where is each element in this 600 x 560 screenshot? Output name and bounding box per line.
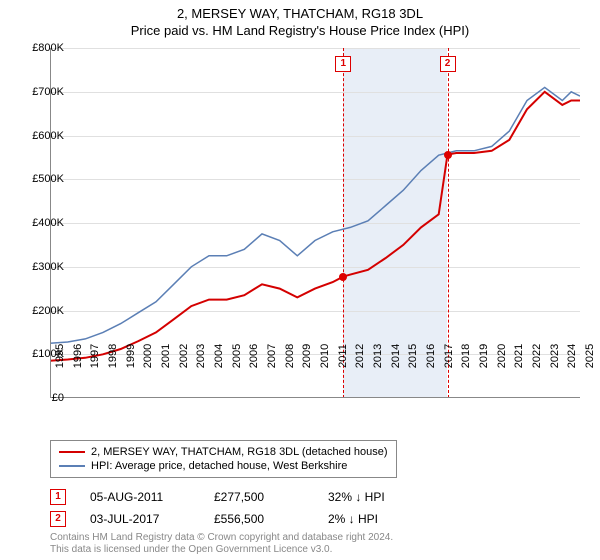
y-tick-label: £400K <box>32 217 64 229</box>
y-tick-label: £800K <box>32 42 64 54</box>
x-tick-label: 2012 <box>354 344 366 368</box>
sale-price: £277,500 <box>214 490 304 504</box>
y-tick-label: £600K <box>32 130 64 142</box>
y-tick-label: £500K <box>32 173 64 185</box>
x-tick-label: 1998 <box>107 344 119 368</box>
x-tick-label: 1997 <box>89 344 101 368</box>
x-tick-label: 1995 <box>54 344 66 368</box>
x-tick-label: 2000 <box>142 344 154 368</box>
sale-date: 05-AUG-2011 <box>90 490 190 504</box>
legend-item: 2, MERSEY WAY, THATCHAM, RG18 3DL (detac… <box>59 445 388 459</box>
footer-line-1: Contains HM Land Registry data © Crown c… <box>50 532 393 544</box>
y-tick-label: £0 <box>52 392 64 404</box>
x-tick-label: 2003 <box>195 344 207 368</box>
sales-table: 1 05-AUG-2011 £277,500 32% ↓ HPI 2 03-JUL-201… <box>50 486 385 530</box>
x-tick-label: 2007 <box>266 344 278 368</box>
x-tick-label: 2022 <box>531 344 543 368</box>
x-tick-label: 2008 <box>284 344 296 368</box>
x-tick-label: 1999 <box>125 344 137 368</box>
x-tick-label: 2021 <box>513 344 525 368</box>
legend-item: HPI: Average price, detached house, West… <box>59 459 388 473</box>
x-tick-label: 2013 <box>372 344 384 368</box>
x-tick-label: 2009 <box>301 344 313 368</box>
legend-swatch <box>59 465 85 467</box>
sale-diff: 32% ↓ HPI <box>328 490 385 504</box>
chart-title: 2, MERSEY WAY, THATCHAM, RG18 3DL <box>0 0 600 21</box>
x-tick-label: 2016 <box>425 344 437 368</box>
legend-label: HPI: Average price, detached house, West… <box>91 460 347 472</box>
x-tick-label: 2002 <box>178 344 190 368</box>
sale-marker: 2 <box>50 511 66 527</box>
x-tick-label: 2005 <box>231 344 243 368</box>
sale-row: 2 03-JUL-2017 £556,500 2% ↓ HPI <box>50 508 385 530</box>
x-tick-label: 2024 <box>566 344 578 368</box>
x-tick-label: 2018 <box>460 344 472 368</box>
x-tick-label: 2020 <box>496 344 508 368</box>
x-tick-label: 2023 <box>549 344 561 368</box>
sale-marker: 1 <box>50 489 66 505</box>
sale-diff: 2% ↓ HPI <box>328 512 378 526</box>
chart-subtitle: Price paid vs. HM Land Registry's House … <box>0 21 600 38</box>
y-tick-label: £700K <box>32 86 64 98</box>
sale-row: 1 05-AUG-2011 £277,500 32% ↓ HPI <box>50 486 385 508</box>
x-tick-label: 2006 <box>248 344 260 368</box>
footer-attribution: Contains HM Land Registry data © Crown c… <box>50 532 393 556</box>
legend-swatch <box>59 451 85 453</box>
x-tick-label: 2017 <box>443 344 455 368</box>
y-tick-label: £200K <box>32 305 64 317</box>
y-tick-label: £300K <box>32 261 64 273</box>
sale-date: 03-JUL-2017 <box>90 512 190 526</box>
legend-label: 2, MERSEY WAY, THATCHAM, RG18 3DL (detac… <box>91 446 388 458</box>
legend: 2, MERSEY WAY, THATCHAM, RG18 3DL (detac… <box>50 440 397 478</box>
sale-price: £556,500 <box>214 512 304 526</box>
x-tick-label: 2015 <box>407 344 419 368</box>
x-tick-label: 1996 <box>72 344 84 368</box>
x-tick-label: 2014 <box>390 344 402 368</box>
x-tick-label: 2010 <box>319 344 331 368</box>
x-tick-label: 2001 <box>160 344 172 368</box>
x-tick-label: 2019 <box>478 344 490 368</box>
x-tick-label: 2011 <box>337 344 349 368</box>
x-tick-label: 2025 <box>584 344 596 368</box>
footer-line-2: This data is licensed under the Open Gov… <box>50 544 393 556</box>
x-tick-label: 2004 <box>213 344 225 368</box>
